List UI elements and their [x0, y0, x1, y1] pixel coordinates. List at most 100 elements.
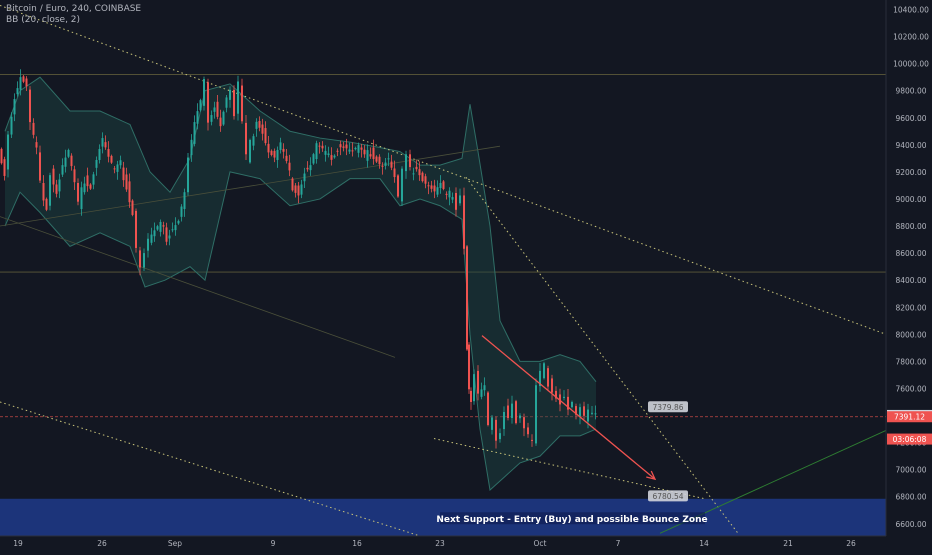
- candle-body: [104, 142, 107, 148]
- candle-body: [122, 167, 125, 181]
- candle-body: [463, 195, 465, 249]
- candle-body: [448, 190, 451, 198]
- candle-body: [89, 184, 92, 189]
- candle-body: [527, 427, 529, 435]
- candle-body: [143, 253, 145, 268]
- candle-body: [297, 185, 300, 196]
- candle-body: [261, 124, 264, 134]
- candle-body: [270, 150, 273, 155]
- candle-body: [360, 147, 363, 150]
- candle-body: [424, 176, 427, 184]
- candle-body: [315, 143, 318, 160]
- time-tick-label: 26: [846, 539, 856, 548]
- candle-body: [55, 184, 58, 194]
- candle-body: [162, 225, 165, 227]
- candle-body: [511, 403, 513, 418]
- candle-body: [3, 159, 6, 176]
- trendline-2: [433, 438, 706, 500]
- candle-body: [249, 139, 251, 163]
- candle-body: [339, 144, 342, 148]
- candle-body: [279, 142, 282, 150]
- indicator-title: BB (20, close, 2): [6, 15, 81, 25]
- candle-body: [372, 147, 375, 160]
- candle-body: [384, 162, 387, 166]
- candle-body: [466, 246, 468, 350]
- candle-body: [70, 155, 73, 167]
- candle-body: [187, 157, 189, 193]
- candle-body: [312, 154, 315, 164]
- candle-body: [439, 182, 442, 189]
- price-tick-label: 7000.00: [895, 466, 926, 475]
- candle-body: [77, 182, 79, 202]
- candle-body: [321, 145, 324, 149]
- trendline-4: [0, 145, 501, 227]
- candle-body: [412, 173, 415, 175]
- candle-body: [409, 154, 411, 168]
- candle-body: [29, 89, 31, 123]
- candle-body: [98, 149, 101, 160]
- candle-body: [177, 220, 180, 224]
- price-tick-label: 8400.00: [895, 276, 926, 285]
- candle-body: [523, 417, 525, 429]
- candle-body: [92, 174, 95, 185]
- bollinger-lower: [4, 171, 597, 491]
- candle-body: [327, 153, 330, 155]
- candle-body: [468, 344, 470, 390]
- price-label-text: 03:06:08: [893, 435, 927, 444]
- candle-body: [39, 152, 41, 181]
- candle-body: [245, 122, 247, 155]
- time-tick-label: 26: [97, 539, 107, 548]
- candle-body: [427, 185, 430, 187]
- candle-body: [19, 77, 22, 90]
- price-label-box: [887, 433, 932, 445]
- support-zone-label: Next Support - Entry (Buy) and possible …: [436, 515, 707, 525]
- projection-arrow-head: [646, 470, 657, 481]
- candle-body: [222, 111, 225, 125]
- price-tick-label: 6600.00: [895, 520, 926, 529]
- candle-body: [168, 235, 171, 239]
- candle-body: [535, 385, 537, 444]
- candle-body: [366, 150, 369, 161]
- time-tick-label: 21: [783, 539, 793, 548]
- candle-body: [42, 182, 45, 201]
- candle-body: [282, 148, 285, 152]
- candle-body: [306, 167, 309, 170]
- candle-body: [555, 390, 557, 399]
- candle-body: [433, 185, 436, 192]
- candle-body: [119, 160, 122, 166]
- candle-body: [294, 185, 297, 193]
- candle-body: [52, 168, 55, 185]
- price-tick-label: 8000.00: [895, 330, 926, 339]
- candle-body: [131, 200, 134, 215]
- candle-body: [551, 378, 553, 393]
- candle-body: [210, 115, 213, 122]
- candle-body: [25, 78, 28, 87]
- candle-body: [199, 100, 202, 111]
- time-tick-label: 23: [435, 539, 445, 548]
- candle-body: [480, 389, 483, 397]
- candle-body: [86, 175, 89, 187]
- candle-body: [237, 81, 239, 114]
- candle-body: [559, 394, 561, 405]
- candle-body: [35, 142, 38, 148]
- candle-body: [174, 225, 177, 231]
- candle-body: [110, 155, 113, 163]
- price-tick-label: 6800.00: [895, 493, 926, 502]
- candle-body: [333, 155, 336, 158]
- candle-body: [330, 155, 333, 160]
- candle-body: [378, 156, 381, 165]
- candle-body: [196, 111, 199, 124]
- price-tick-label: 10000.00: [893, 60, 929, 69]
- candle-body: [0, 148, 3, 164]
- candle-body: [67, 149, 70, 157]
- candle-body: [16, 88, 19, 95]
- price-tick-label: 9400.00: [895, 141, 926, 150]
- candle-body: [255, 121, 258, 129]
- support-zone-label-bg: [440, 512, 705, 525]
- candle-body: [303, 173, 306, 182]
- candle-body: [470, 390, 472, 402]
- price-tick-label: 8800.00: [895, 222, 926, 231]
- candle-body: [150, 234, 153, 243]
